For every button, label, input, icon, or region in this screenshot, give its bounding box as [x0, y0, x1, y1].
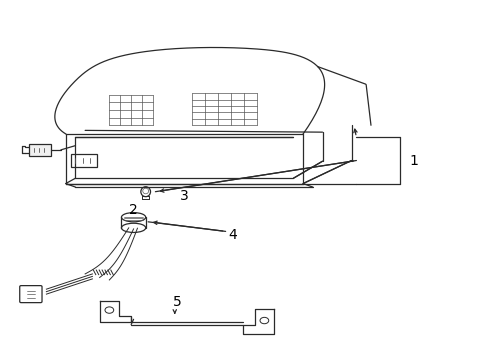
Circle shape — [105, 307, 114, 313]
Ellipse shape — [143, 188, 148, 194]
Text: 5: 5 — [173, 295, 182, 309]
Text: 4: 4 — [228, 228, 237, 242]
Ellipse shape — [122, 223, 146, 233]
Circle shape — [260, 318, 269, 324]
Ellipse shape — [141, 187, 150, 197]
Ellipse shape — [122, 213, 146, 222]
Bar — [71, 154, 97, 167]
Bar — [29, 144, 51, 156]
Text: 1: 1 — [410, 153, 418, 167]
Text: 2: 2 — [129, 203, 138, 217]
FancyBboxPatch shape — [20, 285, 42, 303]
Text: 3: 3 — [180, 189, 188, 203]
